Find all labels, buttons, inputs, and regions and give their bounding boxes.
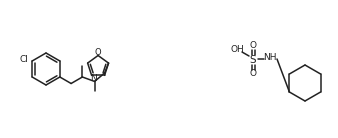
Text: O: O bbox=[95, 48, 101, 57]
Text: O: O bbox=[249, 70, 257, 79]
Text: S: S bbox=[250, 55, 256, 65]
Text: Cl: Cl bbox=[19, 55, 28, 64]
Text: N: N bbox=[90, 74, 97, 83]
Text: OH: OH bbox=[230, 46, 244, 55]
Text: NH: NH bbox=[263, 54, 277, 63]
Text: O: O bbox=[249, 42, 257, 51]
